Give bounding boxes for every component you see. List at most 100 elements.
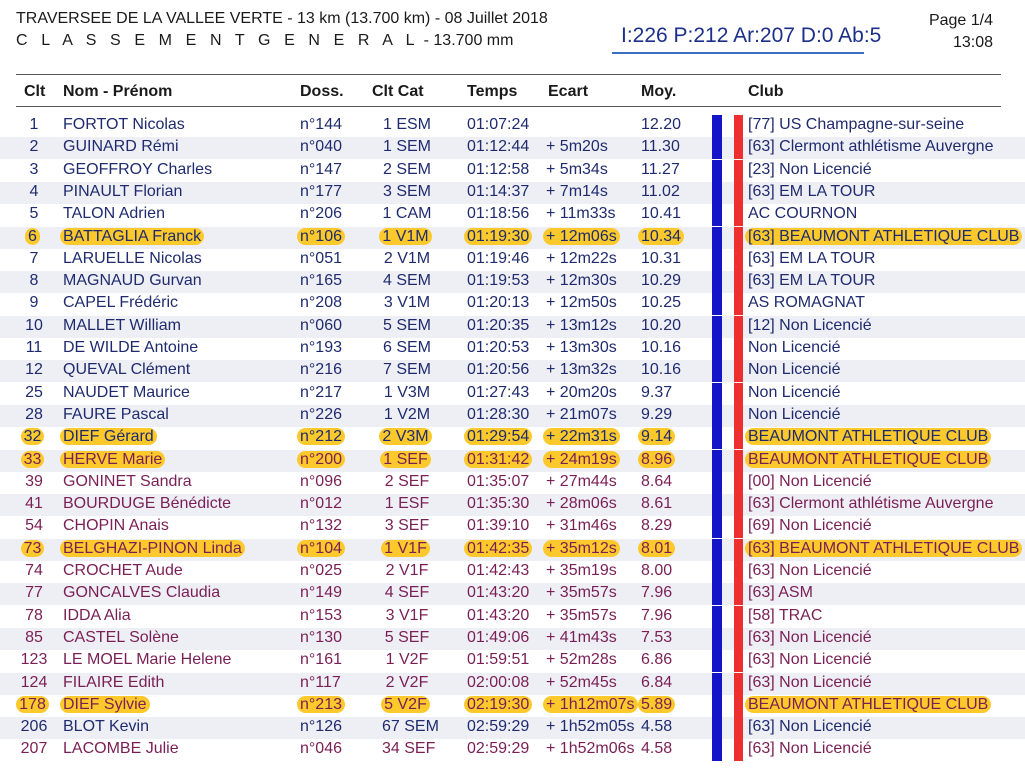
gap-cell: + 22m31s [543,428,620,446]
speed-cell: 5.89 [638,696,676,714]
speed-cell-text: 4.58 [641,740,673,757]
time-cell-text: 01:35:07 [467,473,530,490]
club-cell-text: [63] BEAUMONT ATHLETIQUE CLUB [745,228,1023,245]
category-rank-cell: 5 SEM [382,317,432,335]
name-cell-text: FAURE Pascal [63,406,169,423]
time-cell-text: 01:28:30 [467,406,530,423]
gap-cell-text: + 52m45s [546,674,617,691]
speed-cell-text: 10.20 [641,317,682,334]
category-rank-cell: 2 V2F [382,674,432,692]
name-cell-text: LARUELLE Nicolas [63,250,202,267]
table-row: 7 LARUELLE Nicolas n°051 2 V1M 01:19:46 + 12m… [0,249,1025,271]
bib-cell-text: n°213 [297,696,345,713]
name-cell: LARUELLE Nicolas [63,250,202,268]
gap-cell-text: + 41m43s [546,629,617,646]
club-cell: [63] Non Licencié [748,740,872,758]
flag-bar-red [734,360,743,382]
time-cell: 01:27:43 [467,384,529,402]
table-row: 41 BOURDUGE Bénédicte n°012 1 ESF 01:35:30 + … [0,494,1025,516]
speed-cell-text: 7.96 [641,584,673,601]
rank-cell: 5 [18,205,50,223]
rank-cell: 6 [18,228,50,246]
name-cell: GONCALVES Claudia [63,584,220,602]
bib-cell: n°147 [300,161,342,179]
bib-cell-text: n°200 [297,451,345,468]
speed-cell: 10.16 [641,361,681,379]
name-cell: MALLET William [63,317,181,335]
flag-bar-red [734,204,743,226]
speed-cell: 10.16 [641,339,681,357]
club-cell-text: [77] US Champagne-sur-seine [748,116,965,133]
time-cell: 01:31:42 [464,451,533,469]
speed-cell-text: 10.16 [641,339,682,356]
speed-cell: 11.27 [641,161,680,179]
category-rank-cell-text: 34 SEF [382,740,436,757]
speed-cell-text: 10.34 [638,228,685,245]
gap-cell-text: + 52m28s [546,651,617,668]
flag-bar-blue [712,650,722,672]
name-cell: CASTEL Solène [63,629,179,647]
rank-cell: 73 [18,540,50,558]
name-cell-text: CASTEL Solène [63,629,179,646]
category-rank-cell-text: 1 V2F [385,651,429,668]
flag-bar-blue [712,539,722,561]
gap-cell-text: + 28m06s [546,495,617,512]
ranking-subtitle-distance: - 13.700 mm [423,32,514,49]
gap-cell-text: + 27m44s [546,473,617,490]
bib-cell: n°126 [300,718,342,736]
gap-cell: + 31m46s [546,517,617,535]
table-row: 2 GUINARD Rémi n°040 1 SEM 01:12:44 + 5m20s 11… [0,137,1025,159]
bib-cell-text: n°161 [300,651,342,668]
table-row: 28 FAURE Pascal n°226 1 V2M 01:28:30 + 21m07s… [0,405,1025,427]
flag-bar-blue [712,227,722,249]
club-cell: [63] EM LA TOUR [748,250,875,268]
bib-cell-text: n°193 [300,339,342,356]
speed-cell-text: 12.20 [641,116,682,133]
name-cell: CAPEL Frédéric [63,294,178,312]
name-cell-text: GEOFFROY Charles [63,161,213,178]
category-rank-cell-text: 3 SEM [382,183,431,200]
gap-cell-text: + 22m31s [543,428,620,445]
bib-cell-text: n°060 [300,317,342,334]
category-rank-cell-text: 1 V1M [379,228,432,245]
time-cell: 01:35:30 [467,495,529,513]
club-cell: [58] TRAC [748,607,822,625]
col-header-doss: Doss. [300,83,344,100]
category-rank-cell-text: 3 V1M [383,294,431,311]
table-row: 10 MALLET William n°060 5 SEM 01:20:35 + 13m1… [0,316,1025,338]
name-cell-text: PINAULT Florian [63,183,183,200]
rank-cell: 8 [18,272,50,290]
col-header-club: Club [748,83,784,100]
bib-cell-text: n°212 [297,428,345,445]
speed-cell-text: 8.01 [638,540,676,557]
time-cell-text: 01:59:51 [467,651,530,668]
bib-cell: n°226 [300,406,342,424]
rank-cell-text: 10 [25,317,43,334]
gap-cell-text: + 11m33s [546,205,616,222]
category-rank-cell-text: 2 SEF [384,473,430,490]
flag-bar-red [734,249,743,271]
flag-bar-red [734,739,743,761]
flag-bar-red [734,606,743,628]
rank-cell: 1 [18,116,50,134]
speed-cell-text: 8.00 [641,562,673,579]
header-rule-top [16,74,1001,75]
club-cell-text: Non Licencié [748,406,841,423]
gap-cell-text: + 7m14s [546,183,608,200]
time-cell-text: 01:49:06 [467,629,530,646]
flag-bar-red [734,137,743,159]
time-cell: 01:28:30 [467,406,529,424]
flag-bar-red [734,695,743,717]
club-cell-text: [63] Clermont athlétisme Auvergne [748,138,994,155]
category-rank-cell: 1 V1F [381,540,432,558]
time-cell: 01:12:44 [467,138,529,156]
club-cell-text: BEAUMONT ATHLETIQUE CLUB [745,696,992,713]
gap-cell-text: + 21m07s [546,406,617,423]
category-rank-cell: 67 SEM [382,718,439,736]
time-cell: 01:14:37 [467,183,529,201]
name-cell: LE MOEL Marie Helene [63,651,231,669]
club-cell-text: Non Licencié [748,361,841,378]
bib-cell: n°051 [300,250,342,268]
category-rank-cell: 2 SEF [382,473,432,491]
time-cell-text: 01:19:53 [467,272,530,289]
